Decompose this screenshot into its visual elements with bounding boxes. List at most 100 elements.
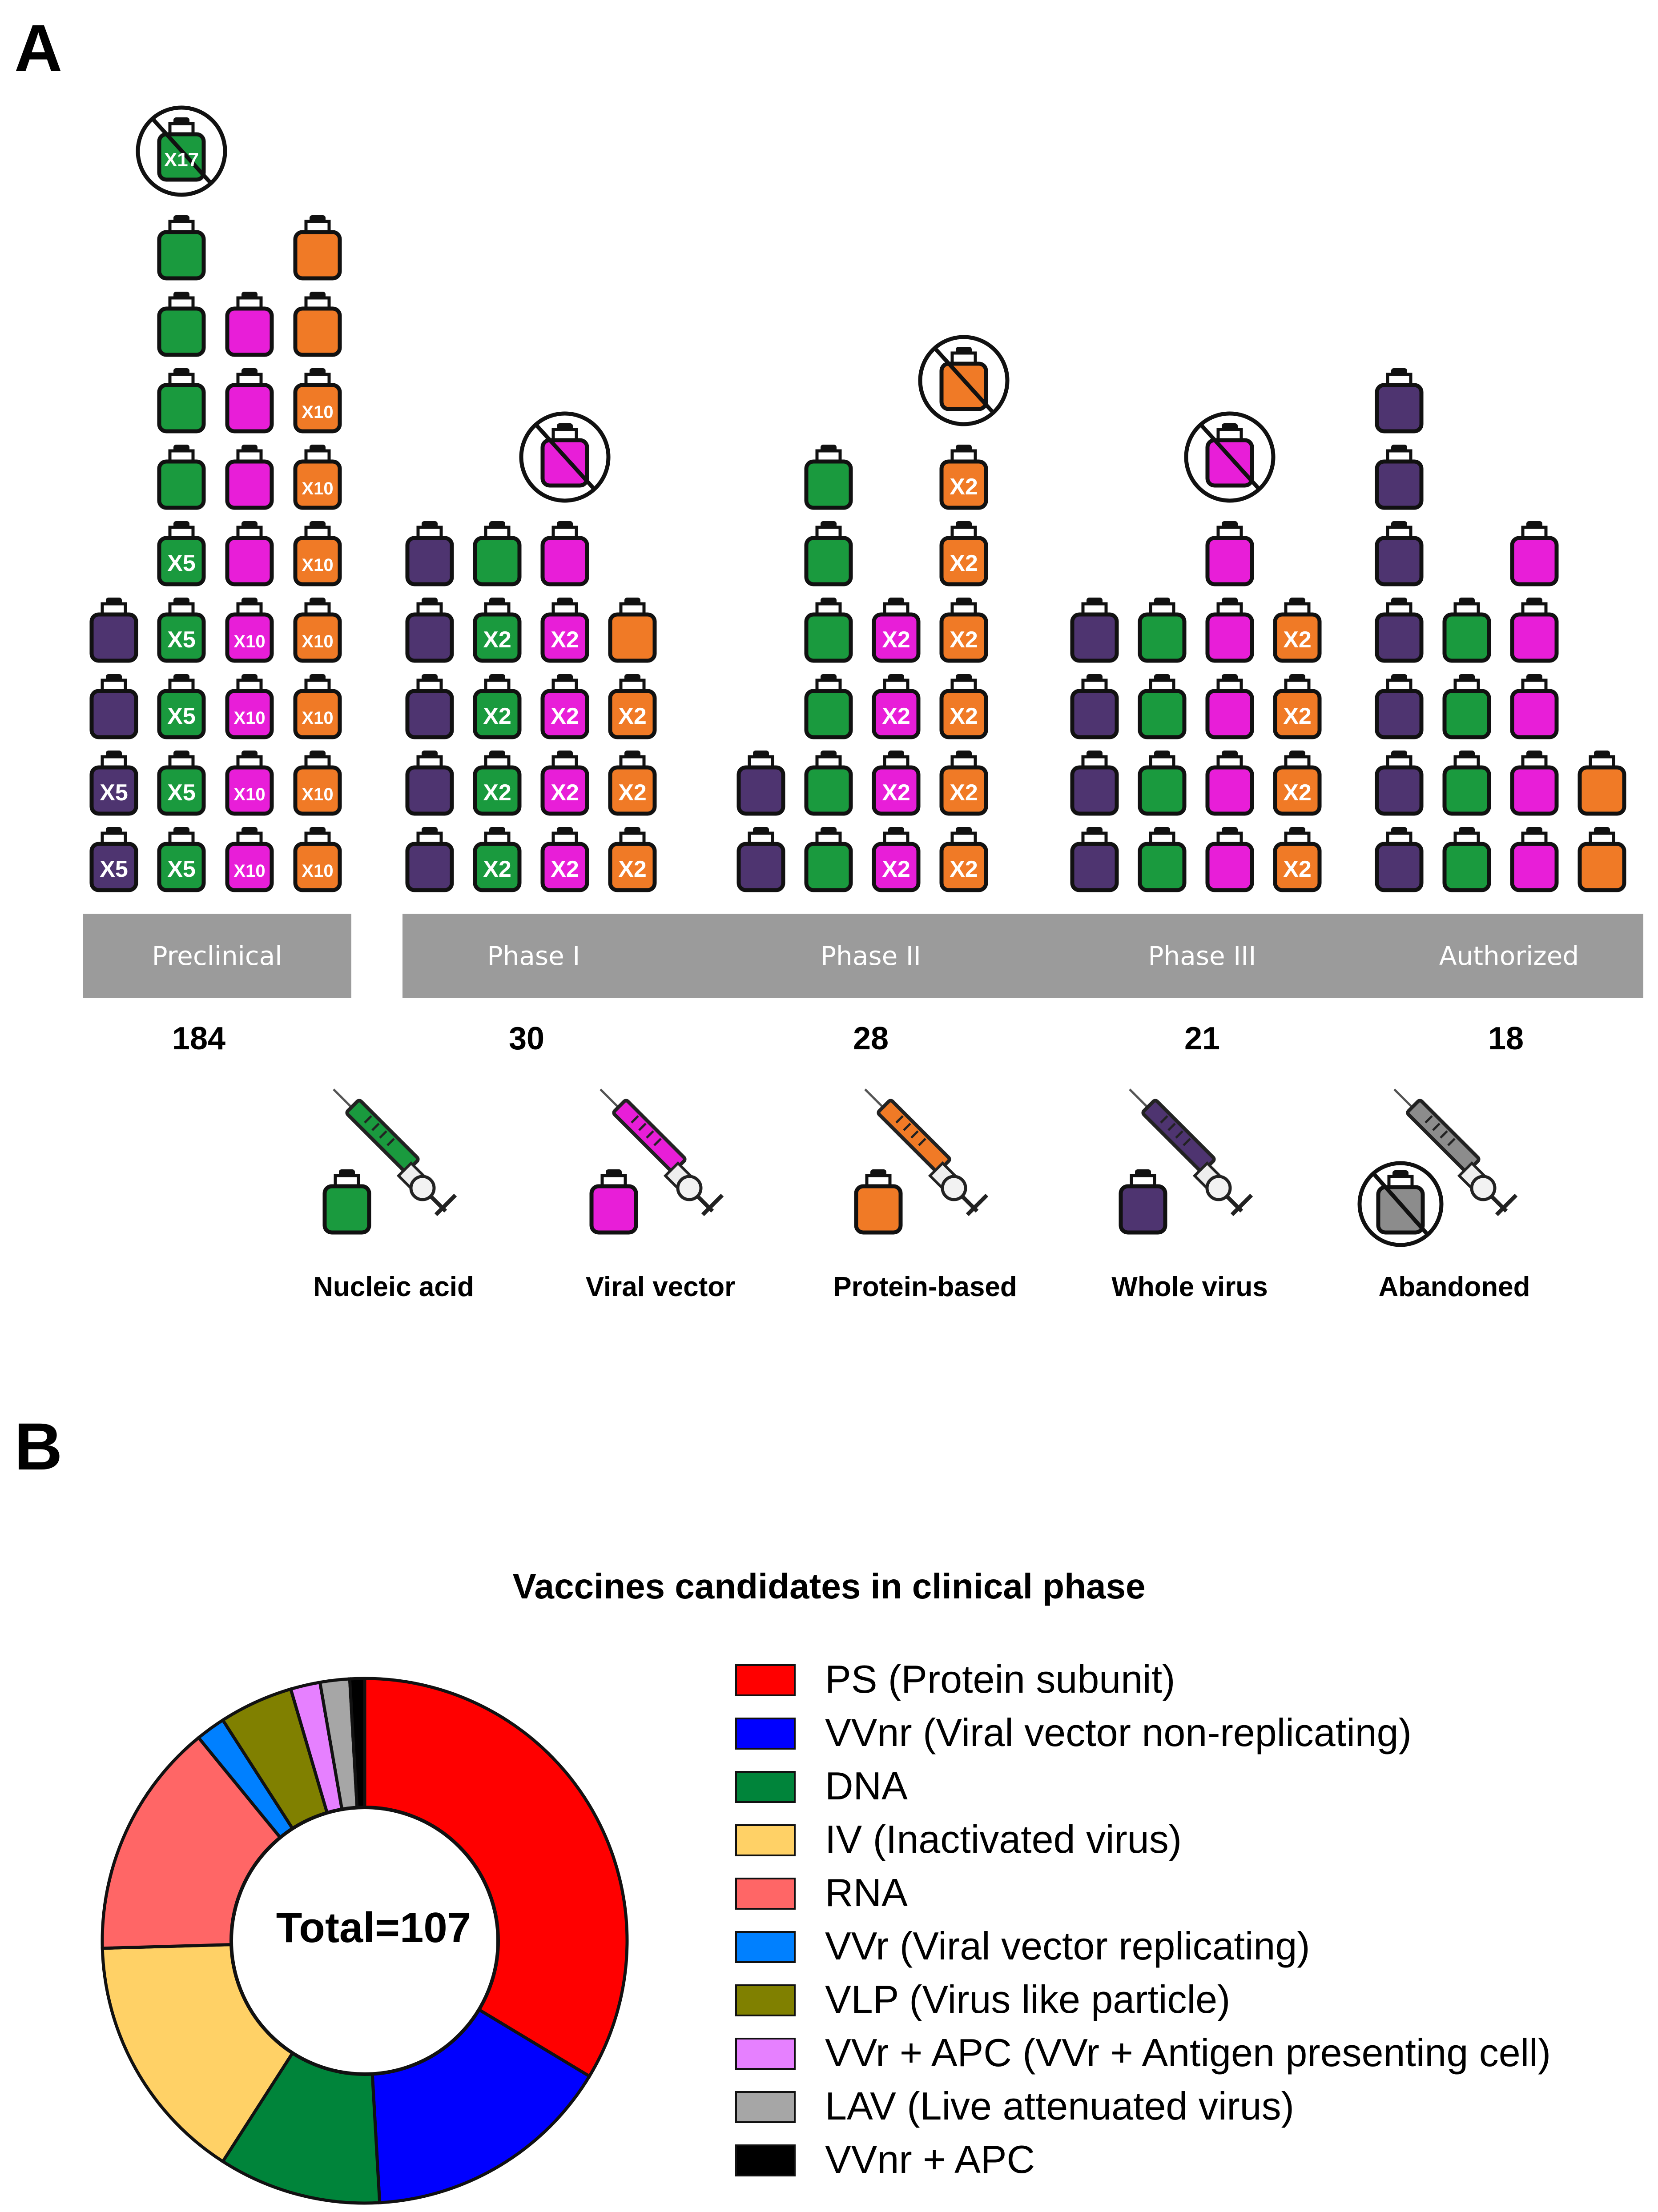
protein-based-vial: X10 (293, 368, 342, 434)
vial-multiplier: X2 (950, 550, 978, 576)
viral-vector-vial (1510, 827, 1559, 892)
vial-multiplier: X2 (483, 856, 511, 882)
donut-chart (101, 1677, 629, 2205)
vial-multiplier: X5 (167, 550, 196, 576)
whole-virus-vial (405, 827, 454, 892)
vial-multiplier: X2 (1283, 703, 1312, 729)
legend-label-5: VVr (Viral vector replicating) (825, 1924, 1310, 1968)
legend-label-nucleic-acid: Nucleic acid (313, 1272, 474, 1302)
vaccine-type-legend: Nucleic acid Viral vector Protein-based … (313, 1089, 1530, 1302)
whole-virus-vial (1375, 598, 1424, 663)
legend-label-8: LAV (Live attenuated virus) (825, 2084, 1294, 2128)
legend-label-whole-virus: Whole virus (1111, 1272, 1268, 1302)
vial-multiplier: X2 (950, 703, 978, 729)
legend-swatch-7 (735, 2038, 796, 2070)
viral-vector-vial: X2 (872, 598, 921, 663)
panel-b-letter: B (14, 1409, 62, 1484)
protein-based-vial: X2 (939, 751, 988, 816)
count-phase-2: 28 (853, 1021, 889, 1056)
protein-based-vial: X2 (939, 521, 988, 586)
nucleic-acid-vial (157, 368, 206, 434)
nucleic-acid-vial: X2 (473, 598, 522, 663)
nucleic-acid-vial: X5 (157, 521, 206, 586)
viral-vector-vial (1510, 598, 1559, 663)
nucleic-acid-vial: X5 (157, 674, 206, 739)
nucleic-acid-vial: X5 (157, 827, 206, 892)
viral-vector-vial: X10 (225, 598, 274, 663)
viral-vector-vial (1510, 751, 1559, 816)
protein-based-vial (1578, 751, 1626, 816)
vial-multiplier: X2 (882, 780, 910, 806)
legend-label-9: VVnr + APC (825, 2137, 1035, 2181)
whole-virus-vial (1375, 445, 1424, 510)
vial-multiplier: X10 (302, 861, 333, 881)
viral-vector-vial (540, 521, 589, 586)
vial-multiplier: X10 (302, 785, 333, 804)
vial-multiplier: X2 (618, 856, 647, 882)
legend-swatch-1 (735, 1718, 796, 1750)
abandoned-icon (519, 411, 611, 503)
vial-multiplier: X2 (882, 856, 910, 882)
vial-multiplier: X5 (100, 780, 128, 806)
nucleic-acid-vial (804, 751, 853, 816)
nucleic-acid-vial (322, 1169, 371, 1235)
panel-a-letter: A (14, 11, 62, 85)
nucleic-acid-vial (1138, 827, 1187, 892)
nucleic-acid-vial: X2 (473, 674, 522, 739)
protein-based-vial (293, 292, 342, 357)
protein-based-vial: X2 (1273, 751, 1322, 816)
nucleic-acid-vial (1442, 751, 1491, 816)
protein-based-vial: X2 (608, 674, 657, 739)
legend-swatch-4 (735, 1878, 796, 1910)
nucleic-acid-vial (804, 674, 853, 739)
vial-grid: X5 X5 X5 X5 X5 X5 X5 X17 X10 X10 X10 X10 X10 X10 X10 X1… (89, 105, 1626, 892)
legend-abandoned: Abandoned (1357, 1089, 1530, 1302)
abandoned-icon (1357, 1161, 1444, 1247)
legend-swatch-8 (735, 2091, 796, 2123)
vial-multiplier: X2 (618, 703, 647, 729)
viral-vector-vial (1205, 674, 1254, 739)
vial-multiplier: X10 (233, 632, 265, 651)
whole-virus-vial (1070, 827, 1119, 892)
whole-virus-vial (1070, 674, 1119, 739)
viral-vector-vial (1205, 598, 1254, 663)
protein-based-vial: X10 (293, 751, 342, 816)
viral-vector-vial (1205, 521, 1254, 586)
whole-virus-vial (1070, 751, 1119, 816)
protein-based-vial: X10 (293, 674, 342, 739)
legend-swatch-2 (735, 1771, 796, 1803)
protein-based-vial: X2 (939, 598, 988, 663)
whole-virus-vial: X5 (89, 751, 138, 816)
nucleic-acid-vial: X5 (157, 598, 206, 663)
whole-virus-vial (405, 598, 454, 663)
whole-virus-vial (736, 827, 785, 892)
count-preclinical: 184 (172, 1021, 225, 1056)
vial-multiplier: X2 (950, 474, 978, 500)
vial-multiplier: X2 (882, 627, 910, 653)
nucleic-acid-vial (1138, 674, 1187, 739)
vial-multiplier: X2 (1283, 627, 1312, 653)
count-phase-1: 30 (509, 1021, 544, 1056)
vial-multiplier: X2 (483, 627, 511, 653)
viral-vector-vial (225, 521, 274, 586)
protein-based-vial: X2 (939, 827, 988, 892)
vial-multiplier: X5 (167, 856, 196, 882)
protein-based-vial (854, 1169, 903, 1235)
vial-multiplier: X10 (302, 555, 333, 575)
protein-based-vial: X10 (293, 598, 342, 663)
viral-vector-vial (1510, 674, 1559, 739)
count-authorized: 18 (1488, 1021, 1524, 1056)
legend-label-4: RNA (825, 1871, 908, 1915)
vial-multiplier: X10 (302, 708, 333, 728)
legend-label-0: PS (Protein subunit) (825, 1657, 1175, 1701)
whole-virus-vial (1375, 827, 1424, 892)
nucleic-acid-vial (157, 292, 206, 357)
whole-virus-vial (1375, 674, 1424, 739)
stage-bars: Preclinical Phase I Phase II Phase III A… (83, 914, 1643, 998)
legend-label-3: IV (Inactivated virus) (825, 1817, 1182, 1861)
whole-virus-vial (89, 674, 138, 739)
viral-vector-vial (225, 368, 274, 434)
count-phase-3: 21 (1184, 1021, 1220, 1056)
viral-vector-vial: X2 (540, 827, 589, 892)
